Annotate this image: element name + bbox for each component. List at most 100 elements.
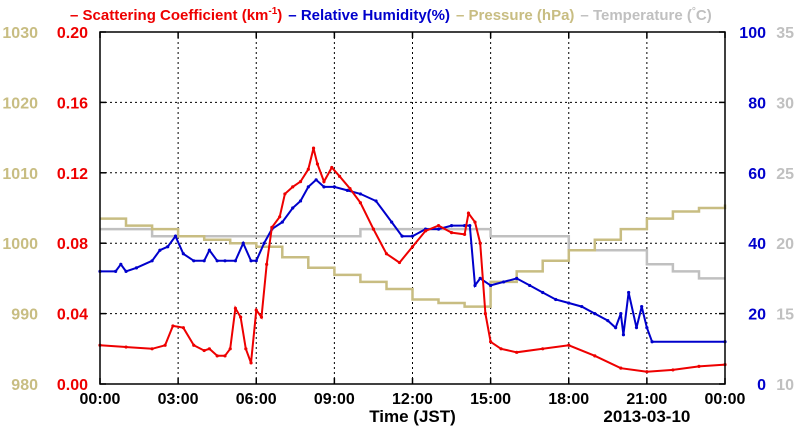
data-point xyxy=(181,252,185,256)
y-tick-label-temperature: 35 xyxy=(776,25,794,42)
data-point xyxy=(337,174,342,178)
legend-dash: – xyxy=(580,7,593,24)
grid-lines xyxy=(100,32,725,384)
y-tick-label-temperature: 25 xyxy=(776,166,794,183)
legend-label: Temperature ( xyxy=(592,7,692,24)
data-point xyxy=(119,262,123,266)
data-point xyxy=(171,324,175,328)
data-point xyxy=(270,225,274,229)
y-tick-label-temperature: 15 xyxy=(776,307,794,324)
data-point xyxy=(410,245,415,249)
data-point xyxy=(423,229,428,233)
data-point xyxy=(645,370,649,374)
data-point xyxy=(239,315,243,319)
data-point xyxy=(580,304,584,309)
data-point xyxy=(291,206,295,210)
y-tick-label-pressure: 990 xyxy=(11,307,38,324)
legend-item: – Relative Humidity(%) xyxy=(288,7,450,24)
data-point xyxy=(254,259,258,263)
data-point xyxy=(348,187,352,191)
y-tick-label-pressure: 1010 xyxy=(2,166,38,183)
legend-item: – Temperature (°C) xyxy=(580,6,711,24)
legend-label-sup: ° xyxy=(691,6,696,17)
data-point xyxy=(124,345,128,349)
data-point xyxy=(358,192,363,196)
data-point xyxy=(645,326,649,330)
data-point xyxy=(502,280,506,284)
x-tick-label: 12:00 xyxy=(392,391,433,408)
data-point xyxy=(390,220,394,224)
data-point xyxy=(567,301,571,305)
legend-dash: – xyxy=(288,7,301,24)
data-point xyxy=(345,188,349,192)
data-point xyxy=(489,283,493,288)
data-point xyxy=(306,185,310,189)
x-tick-label: 00:00 xyxy=(705,391,746,408)
data-point xyxy=(436,224,441,228)
data-point xyxy=(567,343,571,347)
data-point xyxy=(233,259,238,263)
data-point xyxy=(215,354,219,358)
data-point xyxy=(400,234,404,238)
data-point xyxy=(671,368,675,372)
legend-label-end: ) xyxy=(277,7,283,24)
data-point xyxy=(322,180,326,184)
data-point xyxy=(449,231,454,235)
data-point xyxy=(173,234,178,238)
data-point xyxy=(192,259,196,263)
data-point xyxy=(515,350,519,354)
data-point xyxy=(259,315,264,319)
data-point xyxy=(478,241,482,245)
data-point xyxy=(384,252,389,256)
y-axes-ticks: 98099010001010102010300.000.040.080.120.… xyxy=(2,25,794,394)
y-tick-label-pressure: 1030 xyxy=(2,25,38,42)
x-tick-label: 15:00 xyxy=(470,391,511,408)
y-tick-label-scattering: 0.00 xyxy=(57,377,88,394)
data-point xyxy=(436,227,441,231)
x-tick-label: 03:00 xyxy=(158,391,199,408)
data-point xyxy=(468,224,472,228)
x-tick-label: 00:00 xyxy=(80,391,121,408)
data-point xyxy=(241,241,245,245)
data-point xyxy=(265,262,269,266)
data-point xyxy=(515,276,519,280)
date-label: 2013-03-10 xyxy=(603,407,690,426)
data-point xyxy=(593,354,597,358)
data-point xyxy=(315,162,320,166)
chart-legend: – Scattering Coefficient (km-1) – Relativ… xyxy=(70,6,800,28)
data-point xyxy=(619,312,623,316)
data-point xyxy=(371,227,376,231)
data-point xyxy=(163,343,167,347)
data-point xyxy=(223,259,227,263)
data-point xyxy=(541,347,545,351)
data-point xyxy=(314,178,318,182)
data-point xyxy=(634,326,639,330)
data-point xyxy=(124,269,128,273)
y-tick-label-humidity: 80 xyxy=(748,95,766,112)
data-point xyxy=(202,348,206,353)
data-point xyxy=(207,248,211,252)
data-point xyxy=(697,364,701,368)
data-point xyxy=(207,347,211,351)
data-point xyxy=(134,266,139,270)
legend-item: – Pressure (hPa) xyxy=(456,7,574,24)
data-point xyxy=(228,347,232,351)
data-point xyxy=(449,224,454,228)
data-point xyxy=(627,290,631,295)
data-point xyxy=(166,245,170,249)
legend-label-sup: -1 xyxy=(268,6,278,17)
data-point xyxy=(473,283,477,288)
legend-dash: – xyxy=(456,7,469,24)
data-point xyxy=(298,180,303,184)
y-tick-label-humidity: 20 xyxy=(748,307,766,324)
data-point xyxy=(291,185,295,189)
data-point xyxy=(619,366,623,370)
data-point xyxy=(483,312,488,316)
x-axis-label: Time (JST) xyxy=(369,407,456,426)
data-point xyxy=(262,241,266,245)
data-point xyxy=(614,326,618,330)
data-point xyxy=(473,220,477,224)
series-group xyxy=(98,146,727,374)
legend-label: Pressure (hPa) xyxy=(468,7,575,24)
x-axis-ticks: 00:00 03:00 06:00 09:00 12:00 15:00 18:00 21:00… xyxy=(80,32,746,408)
